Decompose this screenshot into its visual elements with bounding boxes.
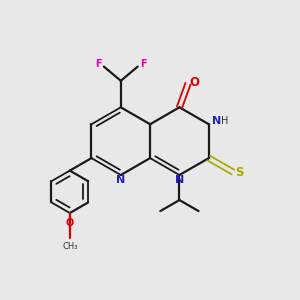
- Text: F: F: [95, 59, 102, 69]
- Text: S: S: [235, 166, 244, 178]
- Text: H: H: [221, 116, 229, 126]
- Text: CH₃: CH₃: [62, 242, 77, 251]
- Text: N: N: [116, 175, 125, 185]
- Text: O: O: [190, 76, 200, 89]
- Text: O: O: [65, 218, 73, 228]
- Text: N: N: [176, 175, 185, 185]
- Text: F: F: [140, 59, 146, 69]
- Text: N: N: [212, 116, 222, 126]
